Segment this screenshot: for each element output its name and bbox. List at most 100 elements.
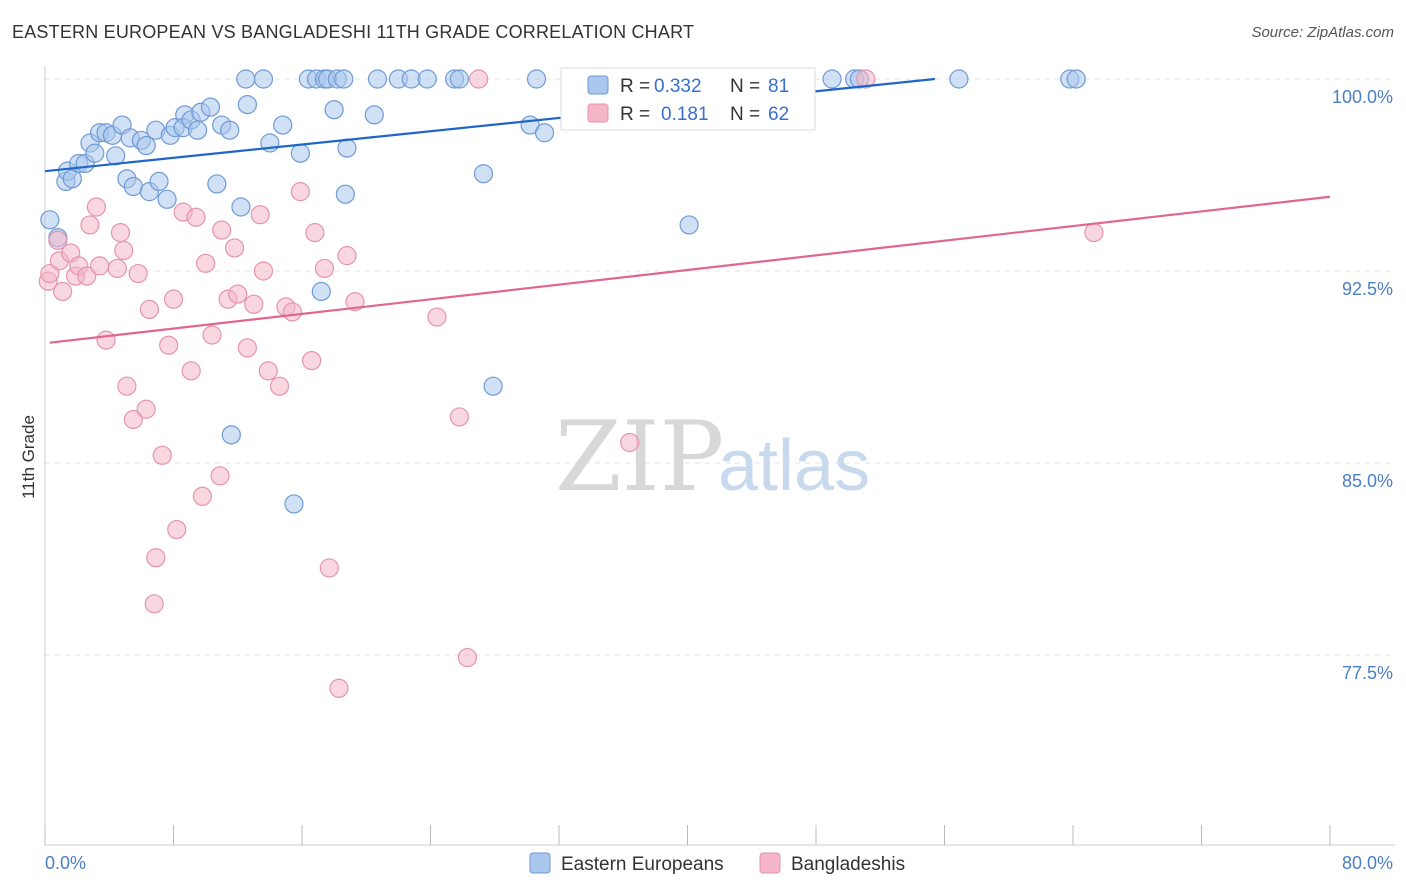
bangladeshi-point (196, 253, 216, 273)
eastern-european-point (221, 425, 241, 445)
eastern-european-point (290, 143, 310, 163)
eastern-european-point (534, 123, 555, 143)
bangladeshi-point (163, 289, 184, 309)
eastern-european-point (85, 143, 105, 163)
watermark: ZIP atlas (555, 401, 870, 513)
bangladeshi-point (469, 69, 489, 89)
axis-layer (44, 66, 1395, 846)
bangladeshi-point (152, 445, 172, 465)
eastern-european-point (1066, 69, 1086, 89)
legend-swatch-blue (587, 75, 609, 95)
eastern-european-point (473, 164, 494, 184)
eastern-european-point (324, 100, 344, 120)
bangladeshi-point (80, 215, 100, 235)
eastern-european-point (364, 105, 384, 125)
chart-title: EASTERN EUROPEAN VS BANGLADESHI 11TH GRA… (12, 22, 695, 42)
bangladeshi-point (117, 376, 137, 396)
eastern-european-point (949, 69, 969, 89)
bangladeshi-point (136, 399, 156, 419)
bangladeshi-point (427, 307, 447, 327)
eastern-european-point (367, 69, 388, 89)
legend-swatch-pink (587, 103, 609, 123)
eastern-european-point (40, 210, 60, 230)
bangladeshi-point (202, 325, 222, 345)
bangladeshi-point (228, 284, 248, 304)
series-legend: Eastern Europeans Bangladeshis (529, 852, 905, 875)
eastern-european-point (157, 189, 177, 209)
eastern-european-point (334, 69, 354, 89)
eastern-european-point (123, 176, 143, 197)
eastern-european-point (149, 171, 169, 191)
legend-n-label-blue: N = (730, 76, 760, 97)
y-tick-label: 100.0% (1332, 87, 1393, 107)
legend-n-label-pink: N = (730, 104, 760, 125)
bangladeshi-point (302, 351, 322, 371)
eastern-european-point (237, 94, 257, 115)
bangladeshi-point (1084, 223, 1104, 243)
bangladeshi-point (856, 69, 876, 89)
eastern-european-point (526, 69, 547, 89)
correlation-legend: R = 0.332 N = 81 R = 0.181 N = 62 (560, 67, 816, 131)
bangladeshi-point (319, 558, 339, 578)
bangladeshi-point (244, 294, 264, 314)
eastern-european-point (207, 174, 227, 194)
bangladeshi-point (210, 466, 230, 486)
points-layer (38, 69, 1104, 698)
bangladeshi-point (212, 220, 232, 240)
bangladeshi-point (90, 256, 110, 276)
eastern-european-point (273, 115, 293, 135)
eastern-european-point (311, 281, 331, 302)
bangladeshi-point (107, 258, 127, 279)
bangladeshi-point (345, 292, 365, 312)
bangladeshi-point (224, 238, 245, 258)
bangladeshi-point (305, 223, 325, 243)
bangladeshi-point (290, 182, 310, 202)
bangladeshi-point (48, 230, 68, 250)
eastern-european-point (236, 69, 256, 89)
legend-r-label-pink: R = (620, 104, 650, 125)
bangladeshi-point (237, 338, 257, 358)
eastern-european-point (337, 138, 357, 158)
bangladeshi-point (128, 263, 148, 284)
bangladeshi-point (144, 594, 164, 614)
bangladeshi-point (269, 376, 290, 396)
eastern-european-point (822, 69, 842, 89)
grid-layer (45, 78, 1395, 656)
y-tick-label: 77.5% (1342, 663, 1393, 683)
series-legend-swatch-blue (529, 852, 551, 874)
source-label: Source: ZipAtlas.com (1251, 24, 1394, 41)
bangladeshi-point (253, 261, 274, 281)
eastern-european-point (401, 69, 421, 89)
bangladeshi-point (114, 240, 134, 261)
bangladeshi-point (250, 205, 270, 225)
eastern-european-point (335, 184, 355, 204)
eastern-european-point (220, 120, 240, 140)
bangladeshi-point (329, 678, 349, 698)
bangladeshi-point (110, 223, 131, 243)
bangladeshi-point (282, 302, 302, 322)
legend-r-value-pink: 0.181 (661, 104, 709, 125)
eastern-european-point (417, 69, 437, 89)
bangladeshi-point (457, 647, 478, 668)
bangladeshi-point (620, 432, 640, 453)
ticks-layer: 77.5% 85.0% 92.5% 100.0% (1332, 87, 1393, 683)
watermark-zip: ZIP (555, 401, 724, 513)
y-axis-title: 11th Grade (19, 415, 38, 499)
x-tick-label-min: 0.0% (45, 853, 86, 873)
bangladeshi-point (186, 207, 206, 227)
bangladeshi-point (53, 281, 73, 302)
eastern-european-point (200, 97, 221, 117)
legend-n-value-pink: 62 (768, 104, 789, 125)
eastern-european-point (136, 135, 156, 156)
y-tick-label: 85.0% (1342, 471, 1393, 491)
bangladeshi-point (146, 548, 166, 568)
eastern-european-point (679, 215, 699, 235)
watermark-atlas: atlas (718, 426, 870, 506)
eastern-european-point (449, 69, 470, 89)
series-legend-label-blue: Eastern Europeans (561, 854, 724, 875)
x-tick-label-max: 80.0% (1342, 853, 1393, 873)
bangladeshi-point (96, 330, 116, 350)
bangladeshi-trendline (49, 195, 1331, 344)
legend-n-value-blue: 81 (768, 76, 789, 97)
